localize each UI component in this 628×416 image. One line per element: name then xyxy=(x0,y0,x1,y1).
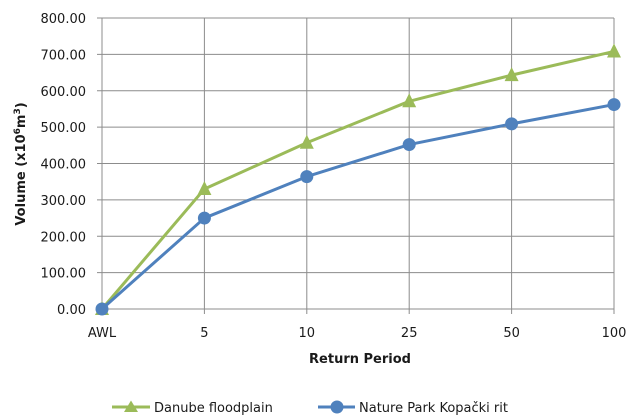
x-tick-labels: AWL 5 10 25 50 100 xyxy=(88,326,627,341)
y-tick-label: 300.00 xyxy=(41,194,87,209)
legend: Danube floodplain Nature Park Kopački ri… xyxy=(112,400,508,416)
data-point-triangle xyxy=(504,67,519,82)
data-point-triangle xyxy=(402,93,417,108)
x-axis-title: Return Period xyxy=(309,352,411,367)
series-1 xyxy=(95,98,621,316)
y-tick-labels: 0.00 100.00 200.00 300.00 400.00 500.00 600.00… xyxy=(41,12,87,318)
data-point-circle xyxy=(402,138,416,152)
y-tick-label: 600.00 xyxy=(41,85,87,100)
data-point-circle xyxy=(505,117,519,131)
data-point-circle xyxy=(607,98,621,112)
data-point-circle xyxy=(197,211,211,225)
legend-label-danube: Danube floodplain xyxy=(154,401,273,416)
y-tick-label: 0.00 xyxy=(57,303,86,318)
x-tick-label: 10 xyxy=(299,326,316,341)
x-tick-label: AWL xyxy=(88,326,117,341)
x-tick-label: 5 xyxy=(200,326,208,341)
data-point-triangle xyxy=(299,134,314,149)
legend-label-kopacki: Nature Park Kopački rit xyxy=(359,401,508,416)
data-point-triangle xyxy=(607,43,621,58)
axes xyxy=(97,17,615,314)
y-tick-label: 500.00 xyxy=(41,121,87,136)
y-tick-label: 800.00 xyxy=(41,12,87,27)
series-line xyxy=(101,103,615,311)
data-point-triangle xyxy=(197,180,212,195)
series-line xyxy=(100,50,615,310)
data-point-circle xyxy=(95,302,109,316)
grid-lines xyxy=(102,17,615,309)
data-point-circle xyxy=(300,170,314,184)
x-tick-label: 100 xyxy=(602,326,627,341)
legend-item-kopacki: Nature Park Kopački rit xyxy=(318,400,508,416)
x-tick-label: 25 xyxy=(401,326,418,341)
series-0 xyxy=(95,43,621,315)
legend-item-danube: Danube floodplain xyxy=(112,400,273,416)
series-lines xyxy=(95,43,621,316)
x-tick-label: 50 xyxy=(503,326,520,341)
y-tick-label: 400.00 xyxy=(41,158,87,173)
y-tick-label: 700.00 xyxy=(41,48,87,63)
y-tick-label: 100.00 xyxy=(41,267,87,282)
y-tick-label: 200.00 xyxy=(41,230,87,245)
y-axis-title: Volume (x106m3) xyxy=(13,102,29,225)
